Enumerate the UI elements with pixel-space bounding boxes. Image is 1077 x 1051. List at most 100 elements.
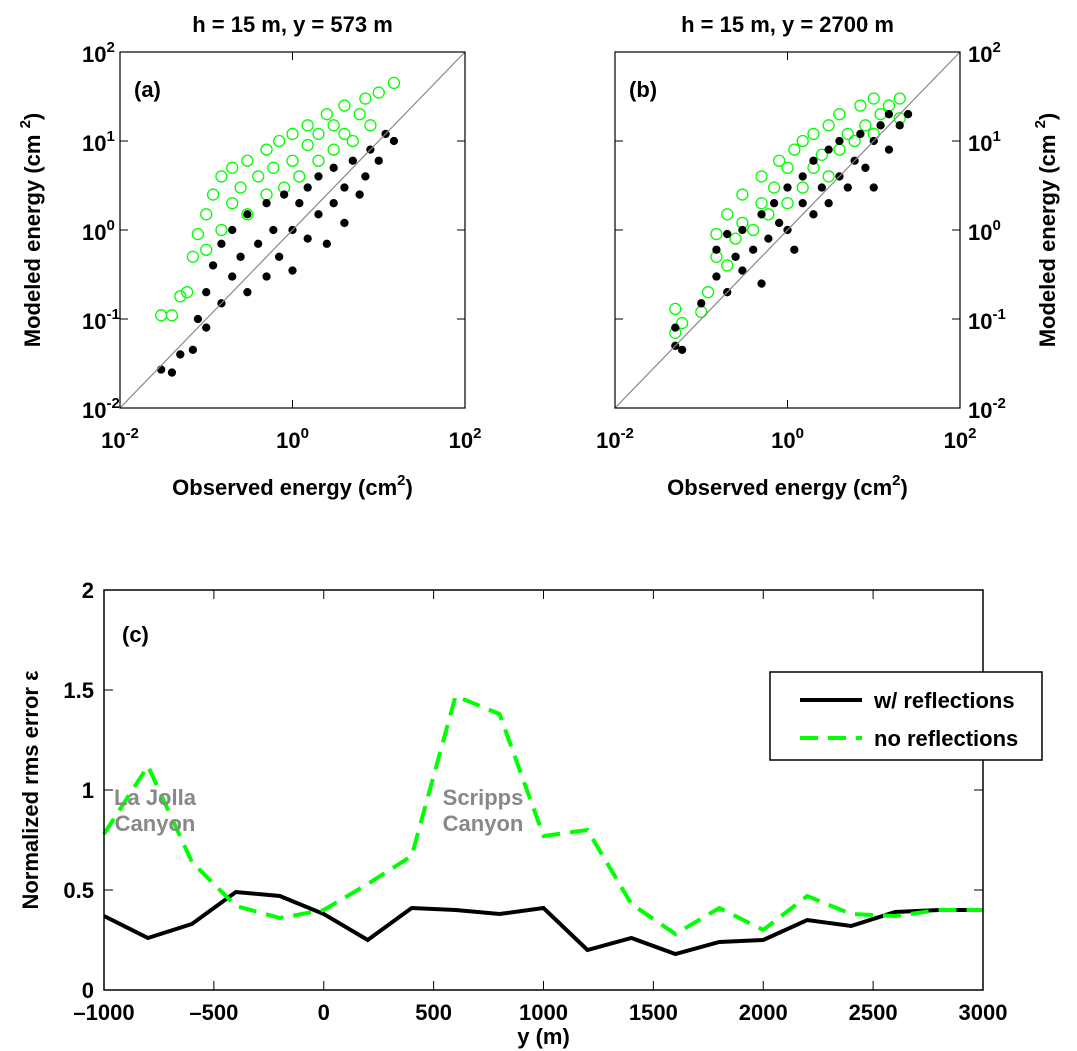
open-marker <box>267 161 280 174</box>
open-marker <box>186 250 200 263</box>
y-axis-label-part: Modeled energy (cm <box>20 128 45 347</box>
open-marker <box>755 197 768 210</box>
dot-marker <box>389 136 399 146</box>
open-marker <box>353 108 366 121</box>
open-marker <box>200 243 213 256</box>
dot-marker <box>712 272 721 281</box>
x-tick-label-sup: -2 <box>621 425 634 442</box>
dot-marker <box>790 245 799 254</box>
x-tick-label: 0 <box>318 1000 330 1025</box>
dot-marker <box>731 252 740 261</box>
open-marker <box>859 119 872 132</box>
open-marker <box>200 208 213 221</box>
dot-marker <box>757 279 766 288</box>
region-label: Canyon <box>115 811 196 836</box>
open-marker <box>286 127 299 141</box>
y-tick-label-part: 10 <box>968 220 992 245</box>
x-tick-label: 102 <box>944 425 977 453</box>
dot-marker <box>697 299 706 308</box>
y-axis-label-part: ) <box>1035 113 1060 120</box>
dot-marker <box>774 218 784 228</box>
region-label: Canyon <box>443 811 524 836</box>
y-tick-label: 1 <box>82 778 94 803</box>
x-tick-label-sup: 0 <box>796 425 804 442</box>
y-tick-label-sup: -1 <box>992 306 1005 323</box>
dot-marker <box>903 110 913 119</box>
x-axis-label-part: Observed energy (cm <box>172 475 397 500</box>
x-tick-label-sup: -2 <box>126 425 139 442</box>
dot-marker <box>262 272 271 281</box>
dot-marker <box>340 183 349 192</box>
open-marker <box>854 99 867 112</box>
open-marker <box>312 154 325 167</box>
x-tick-label: 500 <box>415 1000 452 1025</box>
axes-box <box>103 589 984 991</box>
open-marker <box>767 181 781 194</box>
open-marker <box>241 154 254 167</box>
x-tick-label-part: 10 <box>944 428 968 453</box>
y-axis-label-sup: 2 <box>17 120 34 128</box>
open-marker <box>286 154 299 167</box>
x-tick-label: –1000 <box>73 1000 134 1025</box>
open-marker <box>359 92 372 105</box>
dot-marker <box>374 156 383 165</box>
open-marker <box>338 99 351 112</box>
y-tick-label-sup: 0 <box>992 217 1000 234</box>
dot-marker <box>738 266 747 275</box>
dot-marker <box>809 210 818 219</box>
y-tick-label-part: 10 <box>968 42 992 67</box>
dot-marker <box>712 245 721 254</box>
dot-marker <box>202 323 211 332</box>
y-tick-label: 100 <box>968 217 1001 245</box>
dot-marker <box>355 190 364 199</box>
open-marker <box>893 92 906 105</box>
y-tick-label: 0.5 <box>63 878 94 903</box>
x-tick-label-part: 10 <box>101 428 125 453</box>
x-axis-label: Observed energy (cm2) <box>172 472 413 500</box>
open-marker <box>165 309 179 322</box>
panel-label: (a) <box>134 77 161 102</box>
reference-line <box>614 51 961 409</box>
open-marker <box>807 127 820 141</box>
y-tick-label-part: 10 <box>82 220 106 245</box>
y-tick-label-sup: -2 <box>992 395 1005 412</box>
open-marker <box>387 76 401 90</box>
open-marker <box>272 134 286 148</box>
x-axis-label-part: ) <box>901 475 908 500</box>
open-marker <box>226 161 239 174</box>
legend-label: no reflections <box>874 726 1018 751</box>
open-marker <box>822 119 835 132</box>
dot-marker <box>243 210 252 219</box>
dot-marker <box>757 210 766 219</box>
y-tick-label: 102 <box>82 39 115 67</box>
y-tick-label: 102 <box>968 39 1001 67</box>
open-marker <box>226 197 239 210</box>
dot-marker <box>884 110 894 119</box>
y-tick-label: 100 <box>82 217 115 245</box>
open-marker <box>293 170 306 183</box>
open-marker <box>301 138 314 152</box>
y-axis-label: Modeled energy (cm 2) <box>17 113 45 348</box>
x-axis-label-part: ) <box>406 475 413 500</box>
dot-marker <box>243 288 252 297</box>
y-tick-label-sup: 0 <box>106 217 114 234</box>
dot-marker <box>876 121 885 130</box>
dot-marker <box>262 199 271 208</box>
open-marker <box>260 143 273 156</box>
y-axis-label: Normalized rms error ε <box>18 670 43 910</box>
dot-marker <box>217 239 226 248</box>
dot-marker <box>295 199 304 208</box>
open-marker <box>815 148 828 161</box>
x-tick-label: 1500 <box>629 1000 678 1025</box>
dot-marker <box>303 183 312 192</box>
open-marker <box>327 119 340 132</box>
x-tick-label: 10-2 <box>101 425 139 453</box>
dot-marker <box>329 163 338 172</box>
dot-marker <box>835 136 844 146</box>
dot-marker <box>824 199 833 208</box>
dot-marker <box>314 172 323 181</box>
dot-marker <box>228 225 237 235</box>
dot-marker <box>303 234 312 243</box>
dot-marker <box>208 261 218 270</box>
